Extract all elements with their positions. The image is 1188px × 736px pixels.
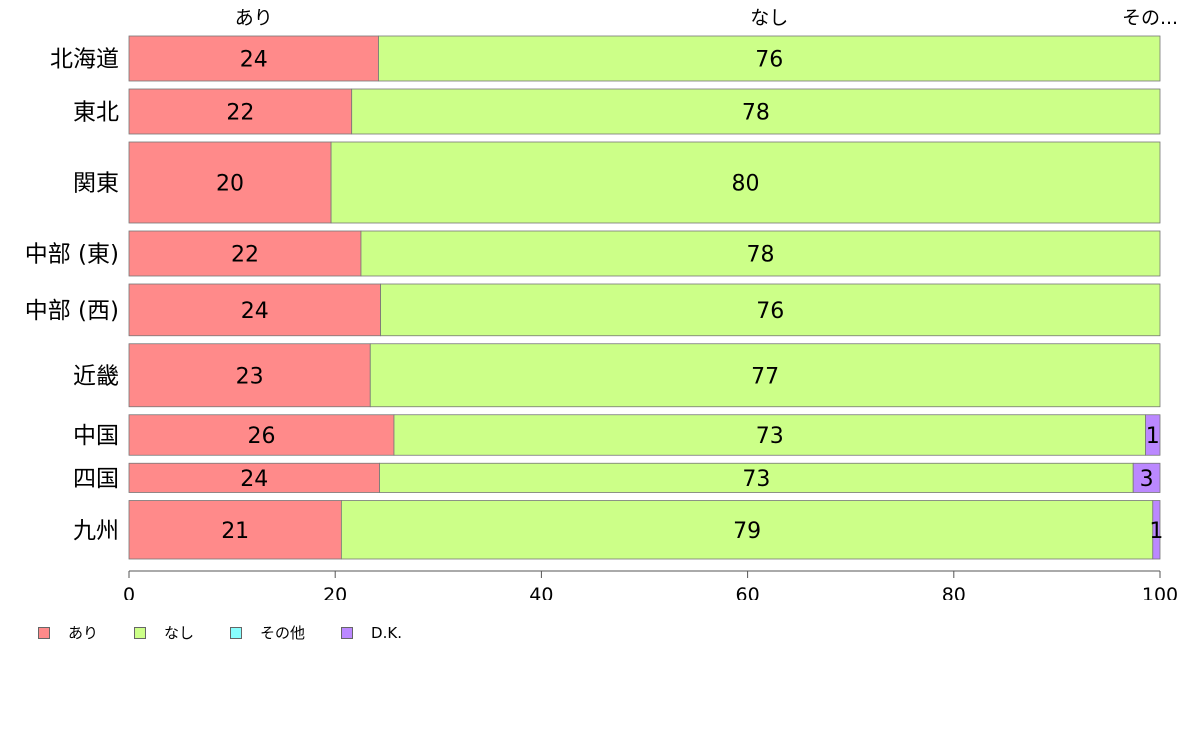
legend-swatch-other — [230, 626, 243, 639]
category-label: 近畿 — [73, 363, 119, 389]
bar-segment — [379, 462, 1134, 493]
category-label: 中部 (東) — [25, 242, 119, 268]
data-label: 20 — [216, 172, 244, 197]
data-label: 1 — [1149, 519, 1163, 544]
bar-segment — [351, 88, 1161, 135]
bar-segment — [330, 141, 1161, 224]
data-label: 1 — [1146, 424, 1160, 449]
category-label: 東北 — [73, 100, 119, 126]
x-tick-label: 20 — [323, 584, 347, 600]
data-label: 73 — [742, 467, 770, 492]
category-label: 中国 — [73, 423, 119, 449]
bar-segment — [360, 230, 1161, 277]
legend-swatch-ari — [38, 626, 50, 639]
legend-item-ari: あり — [38, 622, 98, 643]
legend-swatch-nashi — [134, 626, 147, 639]
legend-label-dk: D.K. — [371, 623, 402, 642]
data-label: 22 — [226, 101, 254, 126]
bar-segment — [128, 283, 381, 337]
stacked-bar-chart: 北海道 24 76 東北 22 78 関東 20 80 中部 (東) 22 78 中部 (西) 24 76 近… — [25, 7, 1178, 600]
category-label: 四国 — [73, 466, 119, 492]
bar-segment — [380, 283, 1161, 337]
bar-segment — [340, 500, 1154, 560]
top-series-label: あり — [235, 7, 273, 29]
bar-segment — [1145, 414, 1161, 456]
data-label: 79 — [733, 519, 761, 544]
x-tick-label: 0 — [123, 584, 135, 600]
bar-segment — [128, 462, 380, 493]
category-label: 九州 — [73, 518, 119, 544]
legend: あり なし その他 D.K. — [38, 622, 438, 643]
data-label: 78 — [742, 101, 770, 126]
data-label: 80 — [732, 172, 760, 197]
legend-label-nashi: なし — [164, 624, 195, 642]
category-label: 北海道 — [50, 47, 119, 73]
x-tick-label: 100 — [1142, 584, 1178, 600]
x-tick-label: 80 — [942, 584, 966, 600]
data-label: 24 — [241, 299, 269, 324]
data-label: 77 — [751, 364, 779, 389]
data-label: 23 — [236, 364, 264, 389]
data-label: 24 — [240, 467, 268, 492]
bar-segment — [128, 414, 395, 456]
legend-item-dk: D.K. — [341, 624, 402, 642]
x-tick-label: 60 — [736, 584, 760, 600]
top-series-label: その... — [1122, 7, 1178, 29]
data-label: 26 — [247, 424, 275, 449]
bar-segment — [128, 500, 342, 560]
bar-segment — [1152, 500, 1161, 560]
bar-segment — [1132, 462, 1161, 493]
data-label: 76 — [755, 48, 783, 73]
bar-segment — [128, 35, 379, 82]
legend-item-nashi: なし — [134, 622, 194, 643]
top-series-label: なし — [750, 7, 788, 29]
x-tick-label: 40 — [529, 584, 553, 600]
bar-segment — [378, 35, 1161, 82]
data-label: 78 — [746, 243, 774, 268]
data-label: 3 — [1140, 467, 1154, 492]
data-label: 22 — [231, 243, 259, 268]
bar-segment — [128, 88, 353, 135]
data-label: 76 — [756, 299, 784, 324]
data-label: 73 — [756, 424, 784, 449]
data-label: 21 — [221, 519, 249, 544]
bar-segment — [369, 343, 1161, 408]
bar-segment — [128, 141, 332, 224]
bar-segment — [128, 230, 362, 277]
bar-segment — [393, 414, 1146, 456]
data-label: 24 — [240, 48, 268, 73]
category-label: 中部 (西) — [25, 298, 119, 324]
legend-label-other: その他 — [260, 624, 306, 642]
legend-label-ari: あり — [68, 624, 99, 642]
legend-swatch-dk — [341, 626, 354, 639]
category-label: 関東 — [73, 171, 119, 197]
legend-item-other: その他 — [230, 622, 305, 643]
